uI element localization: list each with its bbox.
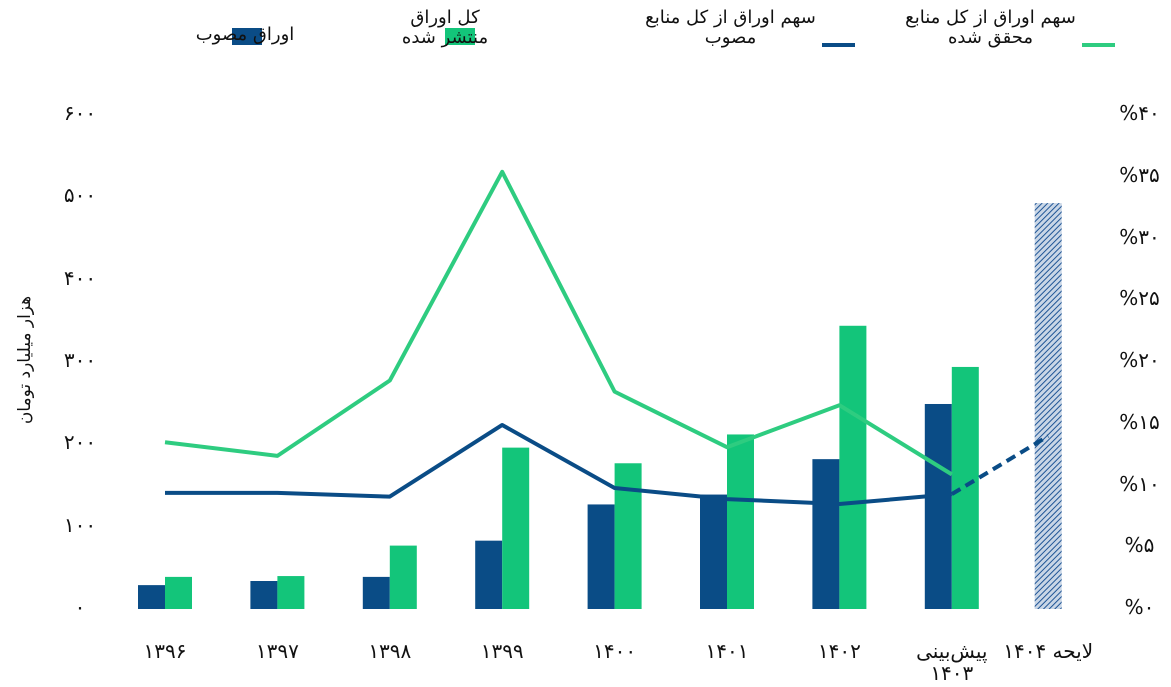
legend-label: کل اوراق منتشر شده [401,7,489,48]
x-tick-label: ۱۳۹۶ [143,639,187,663]
y-axis-label: هزار میلیارد تومان [15,295,35,425]
bar [839,325,867,609]
x-tick-label: پیش‌بینی ۱۴۰۳ [916,639,988,685]
x-tick-label: ۱۴۰۰ [593,639,637,663]
legend-swatch [445,28,475,45]
x-tick-label: ۱۴۰۱ [705,639,749,663]
bar [614,463,642,609]
y2-tick-label: %۳۵ [1119,162,1160,187]
y2-tick-label: %۲۰ [1119,348,1160,372]
x-tick-label: ۱۳۹۷ [255,639,299,663]
bar [700,494,727,609]
bar [951,366,979,609]
line-forecast [950,434,1050,496]
line-series [165,422,952,507]
y-tick-label: ۶۰۰ [63,101,97,125]
y-tick-label: ۵۰۰ [63,183,97,208]
y2-tick-label: %۱۵ [1119,409,1160,434]
y2-tick-label: %۵ [1124,533,1155,558]
legend-swatch [232,28,262,45]
bar [250,581,278,609]
bar [502,447,530,609]
x-tick-label: ۱۳۹۹ [480,639,524,663]
x-tick-label: لایحه ۱۴۰۴ [1003,639,1094,663]
y2-tick-label: %۲۵ [1119,286,1160,311]
bar [362,576,390,609]
bar [389,545,417,609]
y2-tick-label: %۱۰ [1119,471,1160,496]
line-series [164,169,953,477]
y-tick-label: ۰ [74,595,86,619]
y-tick-label: ۱۰۰ [63,512,97,537]
x-tick-label: ۱۴۰۲ [817,639,861,663]
bar [165,576,192,609]
legend-label: سهم اوراق از کل منابع مصوب [645,7,816,48]
bar [812,459,840,609]
y-tick-label: ۲۰۰ [63,430,97,455]
y2-tick-label: %۴۰ [1119,101,1160,125]
bar [138,585,165,609]
bar [587,504,615,609]
bar [277,576,305,609]
y-tick-label: ۳۰۰ [63,348,97,372]
bar [924,403,952,609]
x-tick-label: ۱۳۹۸ [368,639,412,663]
y2-tick-label: %۰ [1124,595,1155,619]
bar [1034,203,1062,609]
legend-label: اوراق مصوب [195,24,295,45]
bar [727,434,754,609]
y-tick-label: ۴۰۰ [63,265,97,290]
bar [475,540,503,609]
y2-tick-label: %۳۰ [1119,224,1160,249]
legend-label: سهم اوراق از کل منابع محقق شده [905,7,1076,48]
